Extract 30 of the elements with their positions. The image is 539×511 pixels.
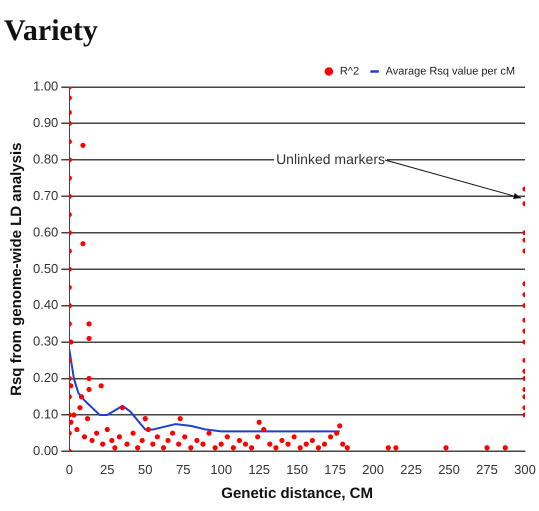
y-tick-label: 0.30 [32, 334, 58, 349]
y-tick-label: 0.70 [32, 188, 58, 203]
x-tick-label: 200 [362, 462, 384, 477]
y-tick-label: 0.10 [32, 406, 58, 422]
x-tick-label: 75 [176, 462, 190, 477]
x-tick-label: 0 [66, 462, 73, 477]
annotation: Unlinked markers [276, 150, 385, 167]
x-tick-label: 175 [324, 462, 346, 477]
y-tick-label: 0.00 [32, 442, 58, 458]
x-tick-label: 50 [138, 462, 152, 477]
x-tick-label: 125 [248, 462, 270, 477]
x-tick-label: 25 [100, 462, 115, 477]
y-tick-label: 0.20 [32, 370, 58, 386]
x-tick-label: 250 [438, 462, 460, 477]
y-axis-title: Rsq from genome-wide LD analysis [8, 142, 26, 396]
y-tick-label: 0.40 [32, 297, 58, 312]
legend-label: R^2 [340, 66, 360, 78]
x-axis-title: Genetic distance, CM [221, 485, 374, 502]
x-tick-label: 100 [210, 462, 232, 477]
y-tick-label: 0.80 [32, 151, 58, 166]
y-tick-label: 0.50 [32, 260, 58, 276]
y-tick-label: 1.00 [32, 78, 58, 94]
chart-title: Variety [4, 14, 98, 47]
y-tick-label: 0.60 [32, 224, 58, 240]
x-tick-label: 275 [476, 462, 498, 477]
x-tick-label: 150 [286, 462, 308, 477]
y-tick-label: 0.90 [32, 115, 58, 130]
legend-label: Avarage Rsq value per cM [386, 66, 516, 78]
x-tick-label: 225 [400, 462, 422, 477]
x-tick-label: 300 [514, 462, 536, 477]
